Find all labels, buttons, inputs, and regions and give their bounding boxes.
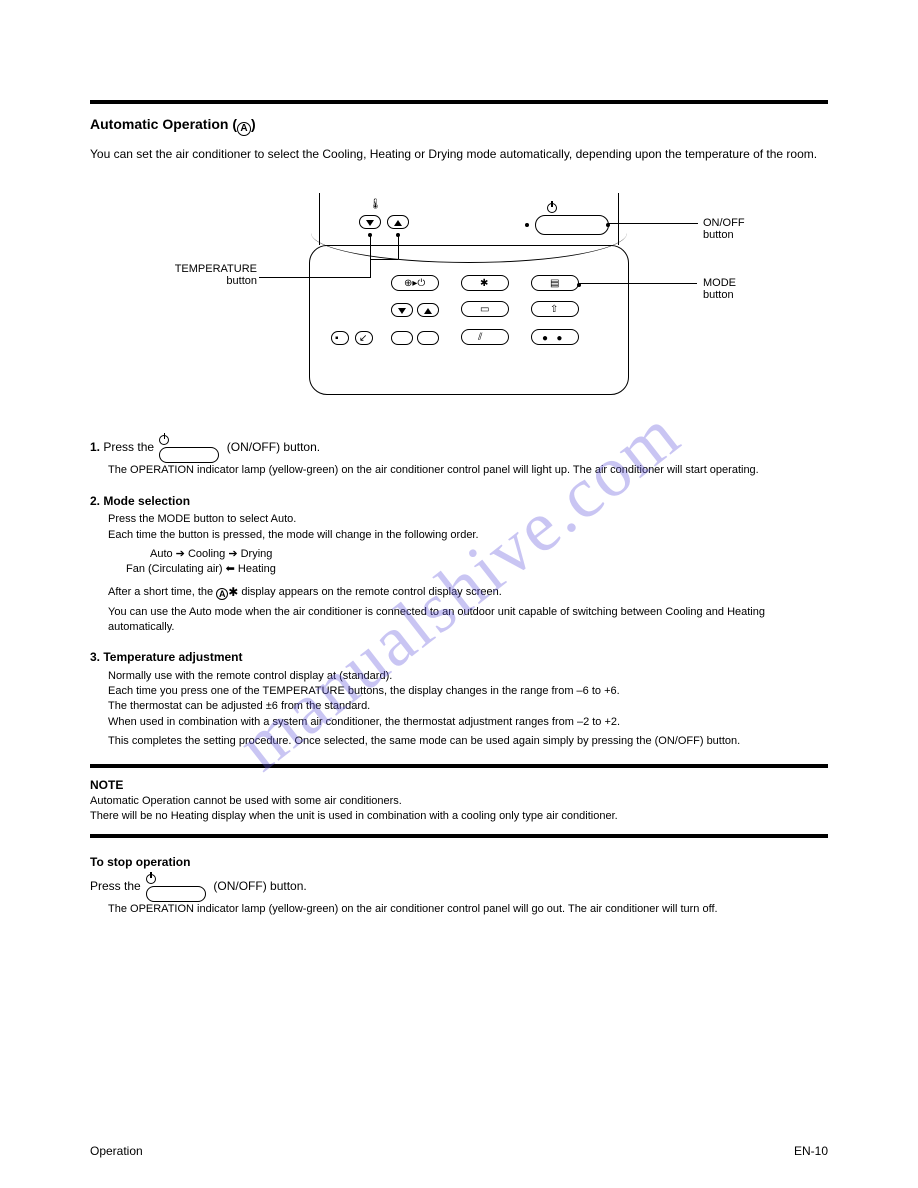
label-mode-button: MODE button (703, 277, 736, 301)
step2-seq2: Fan (Circulating air) ⬅ Heating (126, 562, 828, 577)
footer-page: EN-10 (794, 1144, 828, 1158)
auto-icon: A (237, 122, 251, 136)
label-temp-button: TEMPERATURE button (167, 263, 257, 287)
step3-num: 3. (90, 650, 100, 664)
step1-bullet: The OPERATION indicator lamp (yellow-gre… (108, 463, 828, 478)
fan-icon: ✱ (228, 585, 238, 599)
rule-before-note (90, 764, 828, 768)
onoff-inline-2 (146, 886, 206, 902)
note-l1: Automatic Operation cannot be used with … (90, 794, 828, 809)
step3-l4: When used in combination with a system a… (108, 715, 828, 730)
step3-l1: Normally use with the remote control dis… (108, 669, 828, 684)
blank-button-1[interactable] (391, 331, 413, 345)
thermometer-icon: 🌡 (369, 199, 382, 210)
step3-l3: The thermostat can be adjusted ±6 from t… (108, 699, 828, 714)
rule-after-note (90, 834, 828, 838)
fan-button[interactable]: ✱ (461, 275, 509, 291)
step2-l3: After a short time, the A✱ display appea… (108, 584, 828, 601)
step2-num: 2. (90, 494, 100, 508)
step2-l1: Press the MODE button to select Auto. (108, 512, 828, 527)
step2-l4: You can use the Auto mode when the air c… (108, 605, 828, 636)
step3: 3. Temperature adjustment Normally use w… (90, 649, 828, 749)
step1-before: Press the (103, 440, 154, 454)
label-onoff-button: ON/OFF button (703, 217, 745, 241)
intro-text: You can set the air conditioner to selec… (90, 146, 828, 163)
step3-title: Temperature adjustment (103, 650, 242, 664)
reset-button[interactable]: ↙ (355, 331, 373, 345)
step1-num: 1. (90, 440, 100, 454)
temp-up-button[interactable] (387, 215, 409, 229)
louver-button[interactable]: ⫽ (461, 329, 509, 345)
auto-icon-small: A (216, 588, 228, 600)
step2-l2: Each time the button is pressed, the mod… (108, 528, 828, 543)
step2-title: Mode selection (103, 494, 190, 508)
note-l2: There will be no Heating display when th… (90, 809, 828, 824)
mode-button[interactable]: ▤ (531, 275, 579, 291)
timer-button[interactable]: ⊕▸⏻ (391, 275, 439, 291)
remote-diagram: 🌡 ⊕▸⏻ ✱ ▤ ▭ ⇧ ▪ ↙ ⫽ ● ● (199, 193, 719, 413)
title-prefix: Automatic Operation ( (90, 116, 237, 132)
blank-button-2[interactable] (417, 331, 439, 345)
filter-button[interactable]: ▪ (331, 331, 349, 345)
vent-button[interactable]: ⇧ (531, 301, 579, 317)
onoff-button[interactable] (535, 215, 609, 235)
temp-down-button[interactable] (359, 215, 381, 229)
note-title: NOTE (90, 778, 828, 792)
stop-title: To stop operation (90, 854, 828, 871)
up-button[interactable] (417, 303, 439, 317)
power-icon-inline-2 (146, 874, 156, 884)
title-suffix: ) (251, 116, 256, 132)
down-button[interactable] (391, 303, 413, 317)
step3-l5: This completes the setting procedure. On… (108, 734, 828, 749)
stop-before: Press the (90, 879, 141, 893)
check-button[interactable]: ● ● (531, 329, 579, 345)
step2: 2. Mode selection Press the MODE button … (90, 493, 828, 636)
stop-bullet: The OPERATION indicator lamp (yellow-gre… (108, 902, 828, 917)
page-title: Automatic Operation (A) (90, 116, 828, 136)
stop-after: (ON/OFF) button. (213, 879, 306, 893)
remote-body-panel (309, 245, 629, 395)
power-icon-inline (159, 435, 169, 445)
onoff-inline-1 (159, 447, 219, 463)
note-block: NOTE Automatic Operation cannot be used … (90, 778, 828, 825)
swing-button[interactable]: ▭ (461, 301, 509, 317)
top-rule (90, 100, 828, 104)
footer-section: Operation (90, 1144, 143, 1158)
stop-block: To stop operation Press the (ON/OFF) but… (90, 854, 828, 917)
step1: 1. Press the (ON/OFF) button. The OPERAT… (90, 437, 828, 478)
step1-after: (ON/OFF) button. (227, 440, 320, 454)
step2-seq1: Auto ➔ Cooling ➔ Drying (150, 547, 828, 562)
step3-l2: Each time you press one of the TEMPERATU… (108, 684, 828, 699)
